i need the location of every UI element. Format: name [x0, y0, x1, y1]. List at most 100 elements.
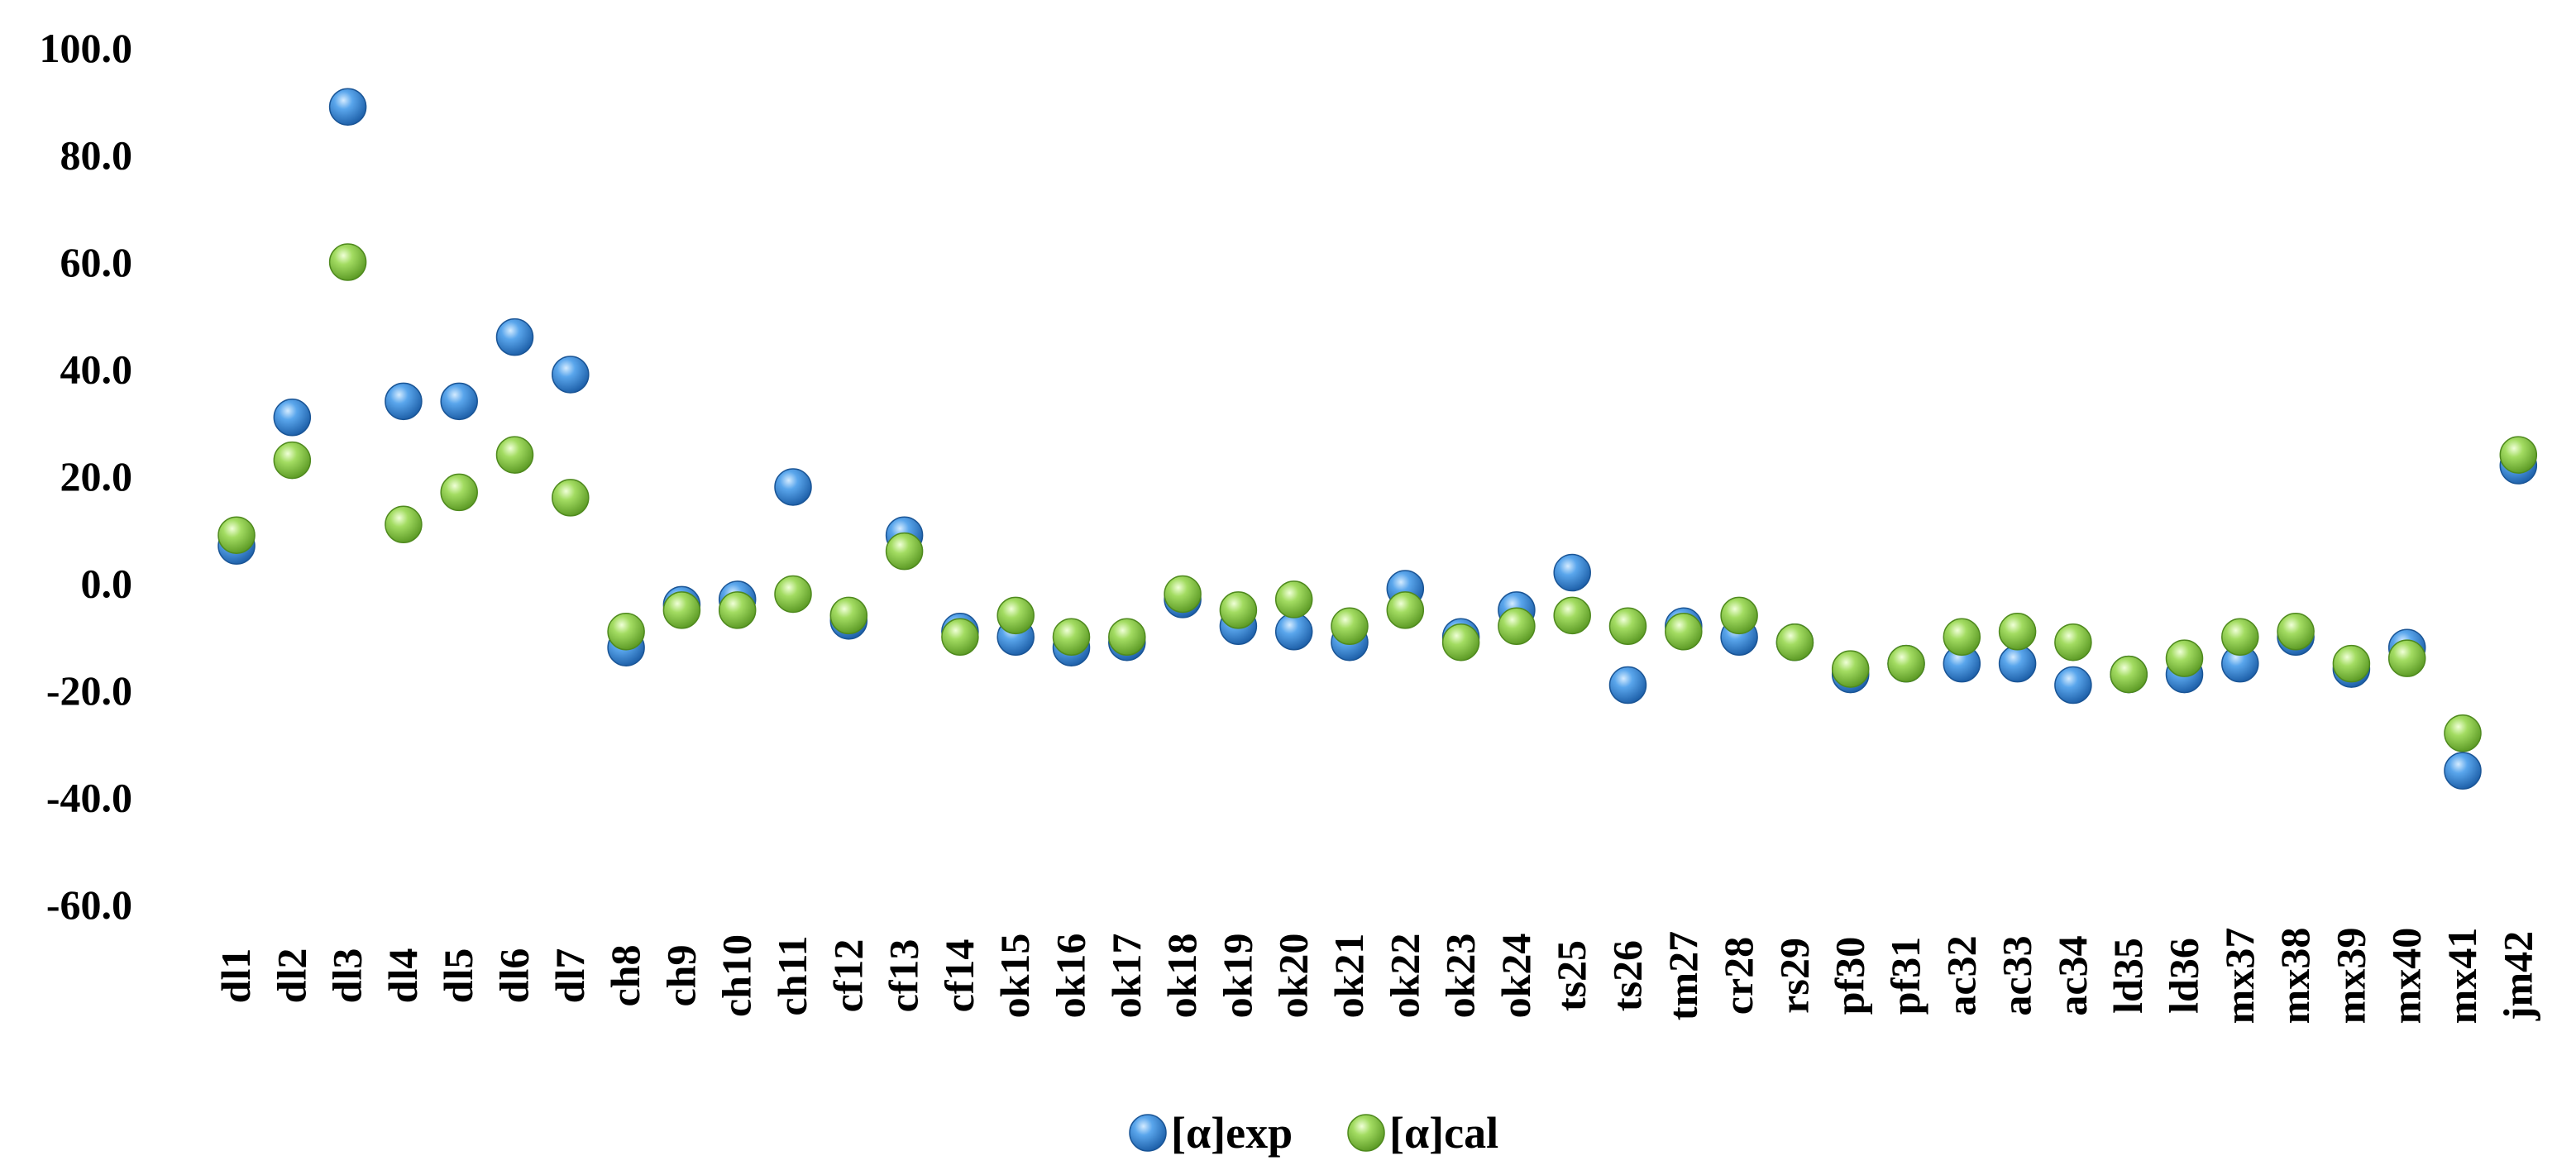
x-tick-label: ok18 [1159, 934, 1205, 1019]
cal-data-point [607, 613, 645, 651]
cal-data-point [2387, 639, 2426, 677]
x-tick-label: ok20 [1270, 934, 1317, 1019]
legend-cal-label: [α]cal [1389, 1108, 1498, 1158]
y-tick-label: 80.0 [60, 132, 133, 179]
cal-data-point [2110, 655, 2148, 694]
cal-data-point [829, 596, 868, 635]
cal-data-point [1441, 623, 1480, 662]
cal-data-point [1775, 623, 1814, 662]
cal-data-point [2277, 613, 2315, 651]
x-tick-label: mx38 [2272, 928, 2318, 1025]
x-tick-label: mx37 [2216, 928, 2263, 1025]
x-tick-label: ch11 [769, 935, 815, 1015]
cal-data-point [774, 575, 812, 614]
exp-data-point [2444, 752, 2482, 790]
cal-data-point [718, 591, 757, 629]
x-tick-label: jm42 [2494, 931, 2540, 1021]
x-tick-label: cf14 [936, 939, 982, 1013]
cal-data-point [1998, 613, 2037, 651]
x-tick-label: ok21 [1326, 934, 1372, 1019]
cal-data-point [1943, 618, 1981, 656]
exp-data-point [273, 399, 312, 437]
x-tick-label: mx41 [2439, 928, 2485, 1025]
x-tick-label: ok17 [1103, 934, 1149, 1019]
cal-data-point [217, 516, 256, 554]
cal-data-point [996, 596, 1035, 635]
data-points [217, 88, 2538, 790]
exp-data-point [495, 318, 534, 356]
x-tick-label: dl4 [380, 948, 426, 1004]
x-tick-label: pf30 [1827, 937, 1873, 1015]
x-tick-label: ac34 [2049, 935, 2096, 1015]
cal-data-point [662, 591, 701, 629]
x-tick-label: ac32 [1938, 935, 1984, 1015]
x-tick-label: ld36 [2161, 938, 2207, 1014]
cal-data-point [885, 532, 924, 571]
x-tick-label: ok24 [1493, 934, 1539, 1019]
x-tick-label: ac33 [1994, 935, 2040, 1015]
y-tick-label: 60.0 [60, 239, 133, 285]
x-tick-label: dl5 [435, 948, 481, 1004]
y-tick-label: -40.0 [46, 775, 132, 821]
cal-data-point [328, 243, 367, 281]
exp-data-point [440, 382, 478, 421]
x-tick-label: cr28 [1715, 937, 1761, 1015]
cal-data-point [1274, 580, 1313, 619]
cal-data-point [2444, 714, 2482, 752]
cal-data-point [1665, 613, 1703, 651]
cal-data-point [1608, 607, 1647, 646]
x-tick-label: ch8 [602, 945, 648, 1007]
cal-data-point [1052, 618, 1091, 656]
cal-data-point [1108, 618, 1146, 656]
cal-data-point [1831, 650, 1870, 688]
x-tick-label: dl2 [268, 948, 314, 1004]
cal-data-point [1331, 607, 1369, 646]
x-tick-label: dl1 [213, 948, 259, 1004]
x-axis: dl1 dl2 dl3 dl4 dl5 dl6 dl7 ch8 ch9 ch10 ch11 cf12 c… [213, 928, 2540, 1025]
cal-data-point [1164, 575, 1202, 614]
cal-data-point [1720, 596, 1758, 635]
y-tick-label: 20.0 [60, 453, 133, 499]
exp-data-point [385, 382, 423, 421]
exp-data-point [774, 468, 812, 506]
exp-data-point [328, 88, 367, 126]
x-tick-label: cf13 [881, 939, 927, 1013]
x-tick-label: ok19 [1214, 934, 1260, 1019]
cal-data-point [1887, 644, 1925, 683]
y-tick-label: 100.0 [40, 25, 133, 71]
x-tick-label: ok23 [1437, 934, 1484, 1019]
x-tick-label: dl6 [491, 948, 538, 1004]
y-tick-label: 40.0 [60, 346, 133, 393]
cal-data-point [552, 479, 590, 517]
cal-data-point [495, 436, 534, 474]
x-tick-label: tm27 [1660, 931, 1706, 1020]
y-tick-label: 0.0 [81, 561, 133, 607]
x-tick-label: ts25 [1548, 940, 1594, 1011]
exp-data-point [1274, 613, 1313, 651]
cal-data-point [2165, 639, 2204, 677]
exp-data-point [1553, 553, 1591, 592]
cal-data-point [440, 473, 478, 512]
x-tick-label: mx39 [2327, 928, 2373, 1025]
cal-data-point [1553, 596, 1591, 635]
cal-data-point [2221, 618, 2259, 656]
x-tick-label: dl3 [324, 948, 370, 1004]
legend-exp-marker [1129, 1114, 1167, 1152]
legend-cal-marker [1347, 1114, 1385, 1152]
cal-data-point [2054, 623, 2092, 662]
x-tick-label: ch10 [714, 934, 760, 1017]
x-tick-label: rs29 [1771, 938, 1817, 1014]
x-tick-label: ok22 [1381, 934, 1427, 1019]
cal-data-point [1498, 607, 1536, 646]
exp-data-point [552, 356, 590, 394]
cal-data-point [1386, 591, 1425, 629]
y-tick-label: -60.0 [46, 881, 132, 928]
exp-data-point [1608, 666, 1647, 705]
y-tick-label: -20.0 [46, 667, 132, 714]
x-tick-label: ok16 [1048, 934, 1094, 1019]
legend-exp-label: [α]exp [1171, 1108, 1293, 1158]
cal-data-point [941, 618, 979, 656]
x-tick-label: mx40 [2383, 928, 2430, 1025]
x-tick-label: ld35 [2105, 938, 2151, 1014]
